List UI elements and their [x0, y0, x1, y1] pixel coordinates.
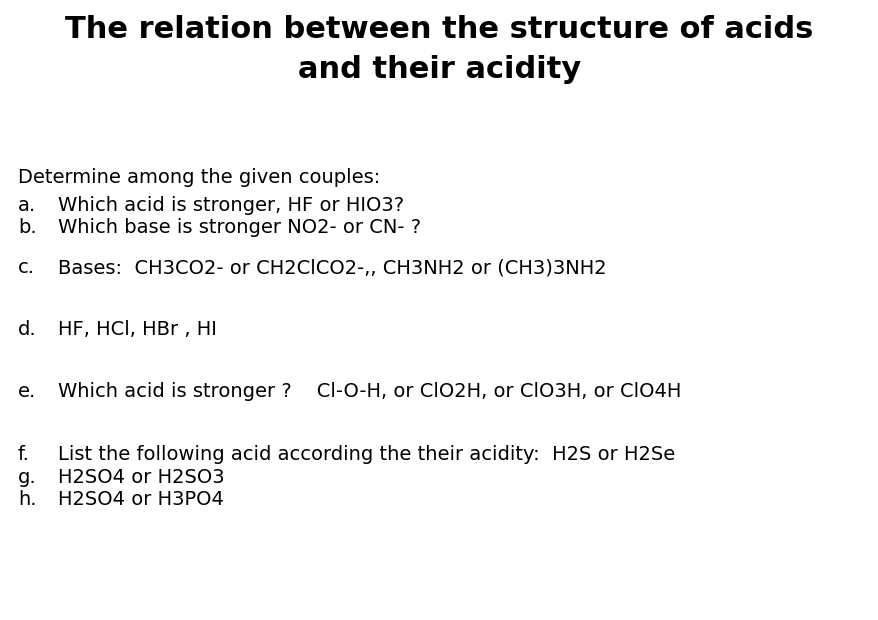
Text: b.: b.	[18, 218, 37, 237]
Text: d.: d.	[18, 320, 37, 339]
Text: H2SO4 or H3PO4: H2SO4 or H3PO4	[58, 490, 224, 509]
Text: g.: g.	[18, 468, 37, 487]
Text: e.: e.	[18, 382, 36, 401]
Text: f.: f.	[18, 445, 30, 464]
Text: Which acid is stronger ?    Cl-O-H, or ClO2H, or ClO3H, or ClO4H: Which acid is stronger ? Cl-O-H, or ClO2…	[58, 382, 680, 401]
Text: c.: c.	[18, 258, 35, 277]
Text: Bases:  CH3CO2- or CH2ClCO2-,, CH3NH2 or (CH3)3NH2: Bases: CH3CO2- or CH2ClCO2-,, CH3NH2 or …	[58, 258, 606, 277]
Text: HF, HCl, HBr , HI: HF, HCl, HBr , HI	[58, 320, 217, 339]
Text: The relation between the structure of acids
and their acidity: The relation between the structure of ac…	[65, 15, 813, 84]
Text: H2SO4 or H2SO3: H2SO4 or H2SO3	[58, 468, 225, 487]
Text: Which acid is stronger, HF or HIO3?: Which acid is stronger, HF or HIO3?	[58, 196, 404, 215]
Text: a.: a.	[18, 196, 36, 215]
Text: Which base is stronger NO2- or CN- ?: Which base is stronger NO2- or CN- ?	[58, 218, 421, 237]
Text: Determine among the given couples:: Determine among the given couples:	[18, 168, 380, 187]
Text: List the following acid according the their acidity:  H2S or H2Se: List the following acid according the th…	[58, 445, 674, 464]
Text: h.: h.	[18, 490, 37, 509]
